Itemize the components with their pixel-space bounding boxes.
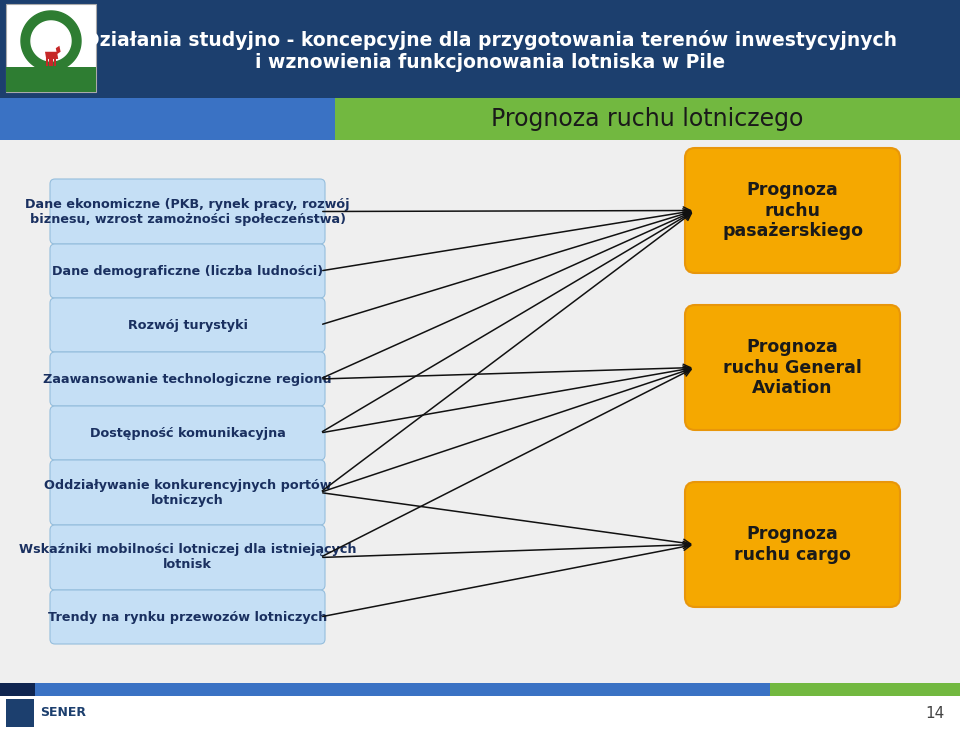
FancyBboxPatch shape — [50, 525, 325, 590]
Polygon shape — [56, 46, 60, 54]
FancyBboxPatch shape — [50, 298, 325, 352]
Text: Prognoza
ruchu
pasażerskiego: Prognoza ruchu pasażerskiego — [722, 181, 863, 240]
FancyBboxPatch shape — [6, 67, 96, 92]
FancyBboxPatch shape — [6, 699, 34, 727]
Text: Trendy na rynku przewozów lotniczych: Trendy na rynku przewozów lotniczych — [48, 610, 327, 624]
FancyBboxPatch shape — [770, 683, 960, 696]
Polygon shape — [45, 52, 59, 59]
FancyBboxPatch shape — [0, 140, 960, 683]
FancyBboxPatch shape — [6, 4, 96, 92]
Text: SENER: SENER — [40, 707, 86, 719]
Polygon shape — [21, 11, 81, 71]
Text: Prognoza
ruchu cargo: Prognoza ruchu cargo — [734, 525, 851, 564]
Text: Dostępność komunikacyjna: Dostępność komunikacyjna — [89, 427, 285, 439]
Text: Dane ekonomiczne (PKB, rynek pracy, rozwój
biznesu, wzrost zamożności społeczeńs: Dane ekonomiczne (PKB, rynek pracy, rozw… — [25, 198, 349, 226]
Text: Prognoza ruchu lotniczego: Prognoza ruchu lotniczego — [492, 107, 804, 131]
FancyBboxPatch shape — [35, 683, 770, 696]
FancyBboxPatch shape — [50, 406, 325, 460]
Text: Działania studyjno - koncepcyjne dla przygotowania terenów inwestycyjnych
i wzno: Działania studyjno - koncepcyjne dla prz… — [84, 30, 897, 72]
FancyBboxPatch shape — [685, 482, 900, 607]
FancyBboxPatch shape — [50, 590, 325, 644]
FancyBboxPatch shape — [335, 98, 960, 140]
Polygon shape — [43, 33, 59, 47]
Text: Wskaźniki mobilności lotniczej dla istniejących
lotnisk: Wskaźniki mobilności lotniczej dla istni… — [19, 543, 356, 571]
FancyBboxPatch shape — [50, 179, 325, 244]
Text: Dane demograficzne (liczba ludności): Dane demograficzne (liczba ludności) — [52, 265, 324, 278]
FancyBboxPatch shape — [0, 696, 960, 737]
Text: Oddziaływanie konkurencyjnych portów
lotniczych: Oddziaływanie konkurencyjnych portów lot… — [44, 478, 331, 506]
Text: Prognoza
ruchu General
Aviation: Prognoza ruchu General Aviation — [723, 338, 862, 397]
Text: 14: 14 — [925, 705, 945, 721]
FancyBboxPatch shape — [0, 0, 960, 98]
FancyBboxPatch shape — [0, 683, 35, 696]
FancyBboxPatch shape — [50, 460, 325, 525]
FancyBboxPatch shape — [50, 352, 325, 406]
FancyBboxPatch shape — [50, 244, 325, 298]
Text: Rozwój turystyki: Rozwój turystyki — [128, 318, 248, 332]
Polygon shape — [31, 21, 71, 61]
FancyBboxPatch shape — [685, 148, 900, 273]
FancyBboxPatch shape — [0, 98, 335, 140]
FancyBboxPatch shape — [685, 305, 900, 430]
Text: Zaawansowanie technologiczne regionu: Zaawansowanie technologiczne regionu — [43, 372, 332, 385]
